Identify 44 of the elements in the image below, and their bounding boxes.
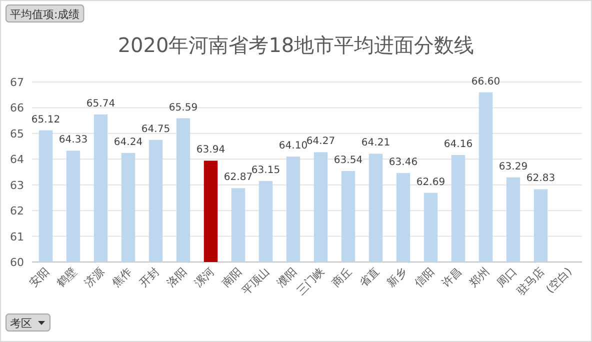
x-tick-label: 省直 [357, 264, 382, 290]
data-label: 63.54 [334, 154, 363, 166]
x-tick-label: 安阳 [27, 264, 52, 290]
x-tick-label: 商丘 [330, 264, 354, 290]
data-label: 65.12 [31, 114, 60, 126]
data-label: 66.60 [471, 76, 500, 88]
data-label: 63.29 [498, 161, 528, 172]
data-label: 65.59 [168, 102, 198, 114]
y-tick-label: 67 [10, 76, 24, 89]
x-tick-label: 济源 [82, 264, 107, 290]
data-label: 63.15 [251, 165, 280, 176]
data-label: 64.24 [114, 136, 143, 148]
data-label: 65.74 [86, 98, 116, 110]
text: 平均值项:成绩 [10, 8, 80, 21]
data-label: 64.27 [306, 136, 336, 148]
x-tick-label: (空白) [544, 264, 574, 296]
x-tick-label: 鹤壁 [54, 264, 80, 290]
y-tick-label: 62 [10, 204, 24, 218]
data-label: 63.94 [196, 144, 226, 156]
y-tick-label: 65 [10, 127, 24, 140]
x-tick-label: 许昌 [440, 264, 464, 290]
data-label: 62.87 [224, 172, 253, 184]
x-tick-label: 开封 [137, 264, 162, 290]
x-tick-label: 新乡 [384, 264, 410, 290]
text: 考区 [10, 317, 32, 330]
x-tick-label: 洛阳 [164, 264, 190, 290]
data-label: 64.21 [361, 138, 390, 149]
x-tick-label: 漯河 [192, 264, 217, 290]
data-label: 62.83 [526, 173, 556, 184]
data-label: 64.16 [444, 139, 473, 150]
y-tick-label: 64 [10, 153, 24, 166]
data-label: 64.75 [141, 124, 170, 135]
data-label: 64.10 [278, 140, 308, 152]
x-tick-label: 信阳 [412, 264, 437, 290]
y-tick-label: 61 [10, 230, 24, 244]
y-tick-label: 63 [10, 178, 24, 192]
x-tick-label: 焦作 [110, 264, 134, 290]
y-tick-label: 60 [10, 256, 24, 269]
y-tick-label: 66 [10, 102, 24, 115]
x-tick-label: 郑州 [467, 264, 492, 290]
data-label: 64.33 [58, 134, 88, 146]
chart-title: 2020年河南省考18地市平均进面分数线 [118, 33, 474, 57]
data-label: 63.46 [388, 157, 418, 168]
data-label: 62.69 [416, 176, 446, 188]
